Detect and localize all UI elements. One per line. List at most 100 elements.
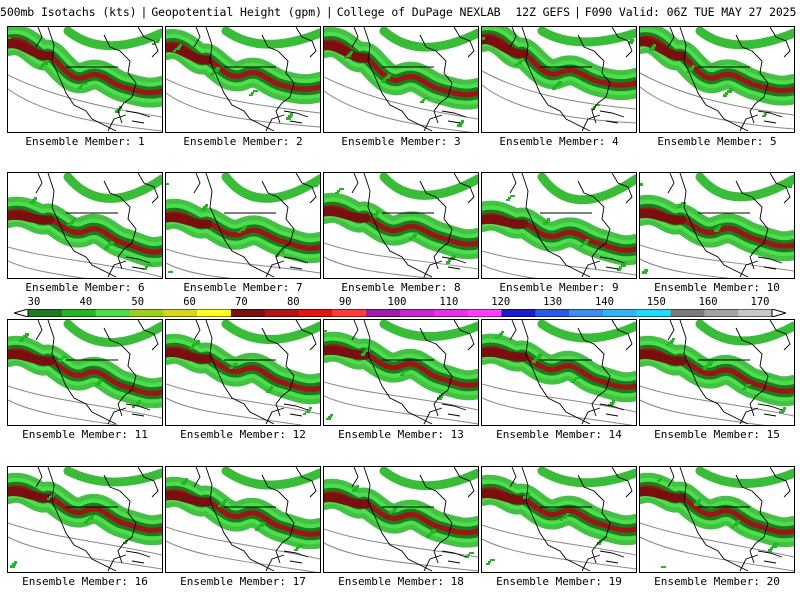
- colorbar-segment: [366, 309, 401, 317]
- northern-stream-isotachs: [379, 27, 478, 52]
- ensemble-member-label: Ensemble Member: 13: [338, 428, 464, 441]
- northern-stream-isotachs: [63, 320, 162, 347]
- ensemble-member-panel: Ensemble Member: 13: [323, 319, 479, 445]
- jet-stream-isotachs: [640, 173, 794, 262]
- colorbar-segment: [197, 309, 232, 317]
- ensemble-member-label: Ensemble Member: 15: [654, 428, 780, 441]
- ensemble-member-map: [639, 466, 795, 573]
- ensemble-member-label: Ensemble Member: 19: [496, 575, 622, 588]
- colorbar-segment: [636, 309, 672, 317]
- ensemble-member-panel: Ensemble Member: 11: [7, 319, 163, 445]
- title-valid-time: F090 Valid: 06Z TUE MAY 27 2025: [584, 5, 797, 19]
- colorbar-segment: [230, 309, 266, 317]
- colorbar-segment: [61, 309, 97, 317]
- isotach-colorbar: 30 40 50 60 70 80 90 100 110 120 130 140 150 160 170: [0, 296, 800, 320]
- ensemble-member-label: Ensemble Member: 9: [499, 281, 619, 294]
- ensemble-member-panel: Ensemble Member: 14: [481, 319, 637, 445]
- jet-stream-isotachs: [482, 173, 636, 266]
- jet-stream-isotachs: [640, 320, 794, 407]
- jet-core-max: [640, 37, 687, 61]
- jet-core-max: [324, 206, 371, 223]
- isotach-map-svg: [166, 173, 320, 278]
- jet-core-max: [8, 210, 55, 225]
- ensemble-member-map: [7, 319, 163, 426]
- coastline-outline: [351, 320, 475, 425]
- ensemble-member-map: [639, 319, 795, 426]
- isotach-speckles: [506, 195, 627, 271]
- coastline-outline: [193, 467, 317, 572]
- coastline-outline: [193, 27, 317, 132]
- colorbar-segment: [501, 309, 536, 317]
- ensemble-member-map: [165, 319, 321, 426]
- coastline-outline: [351, 27, 475, 132]
- jet-stream-isotachs: [324, 27, 478, 110]
- ensemble-member-map: [639, 172, 795, 279]
- jet-core-max: [166, 212, 213, 229]
- northern-stream-isotachs: [63, 467, 162, 487]
- geopotential-height-contours: [482, 70, 636, 124]
- isotach-speckles: [30, 197, 152, 270]
- jet-stream-isotachs: [640, 467, 794, 548]
- northern-stream-isotachs: [379, 320, 478, 341]
- jet-stream-isotachs: [482, 27, 636, 101]
- title-source: College of DuPage NEXLAB: [336, 5, 501, 19]
- colorbar-tick-label: 80: [286, 296, 300, 308]
- northern-stream-isotachs: [221, 467, 320, 490]
- isotach-map-svg: [166, 467, 320, 572]
- northern-stream-isotachs: [695, 467, 794, 488]
- jet-core-max: [482, 35, 529, 59]
- isotach-map-svg: [324, 320, 478, 425]
- isotach-map-svg: [640, 467, 794, 572]
- ensemble-member-panel: Ensemble Member: 8: [323, 172, 479, 298]
- title-separator: |: [325, 5, 333, 19]
- ensemble-member-label: Ensemble Member: 10: [654, 281, 780, 294]
- isotach-map-svg: [482, 27, 636, 132]
- isotach-speckles: [649, 44, 771, 117]
- colorbar-tick-label: 90: [338, 296, 352, 308]
- jet-core-max: [482, 347, 529, 362]
- geopotential-height-contours: [166, 526, 320, 572]
- colorbar-tick-label: 70: [235, 296, 248, 308]
- jet-stream-isotachs: [166, 173, 320, 264]
- jet-core-max: [640, 208, 687, 225]
- geopotential-height-contours: [482, 524, 636, 570]
- colorbar-segment: [433, 309, 469, 317]
- ensemble-member-map: [7, 172, 163, 279]
- colorbar-segment: [704, 309, 739, 317]
- isotach-map-svg: [482, 467, 636, 572]
- ensemble-member-panel: Ensemble Member: 17: [165, 466, 321, 592]
- isotach-map-svg: [166, 320, 320, 425]
- isotach-speckles: [344, 51, 464, 127]
- colorbar-segment: [738, 309, 773, 317]
- coastline-outline: [667, 320, 791, 425]
- jet-core-max: [324, 41, 371, 63]
- jet-core-max: [640, 486, 687, 503]
- ensemble-member-label: Ensemble Member: 16: [22, 575, 148, 588]
- ensemble-member-map: [481, 172, 637, 279]
- coastline-outline: [193, 173, 317, 278]
- geopotential-height-contours: [8, 385, 162, 425]
- colorbar-tick-label: 170: [750, 296, 770, 308]
- isotach-speckles: [190, 340, 312, 415]
- northern-stream-isotachs: [695, 173, 794, 202]
- geopotential-height-contours: [482, 250, 636, 278]
- coastline-outline: [509, 467, 633, 572]
- colorbar-segment: [163, 309, 198, 317]
- ensemble-member-panel: Ensemble Member: 20: [639, 466, 795, 592]
- jet-core-max: [8, 39, 55, 61]
- isotach-speckles: [352, 485, 474, 558]
- map-title-bar: 500mb Isotachs (kts) | Geopotential Height…: [0, 4, 800, 20]
- ensemble-member-label: Ensemble Member: 4: [499, 135, 619, 148]
- isotach-map-svg: [8, 173, 162, 278]
- jet-stream-isotachs: [8, 173, 162, 267]
- ensemble-member-panel: Ensemble Member: 19: [481, 466, 637, 592]
- coastline-outline: [667, 467, 791, 572]
- ensemble-member-panel: Ensemble Member: 4: [481, 26, 637, 152]
- geopotential-height-contours: [166, 78, 320, 128]
- colorbar-segment: [535, 309, 570, 317]
- jet-core-max: [166, 43, 213, 65]
- isotach-map-svg: [8, 467, 162, 572]
- colorbar-segment: [95, 309, 130, 317]
- ensemble-member-map: [7, 26, 163, 133]
